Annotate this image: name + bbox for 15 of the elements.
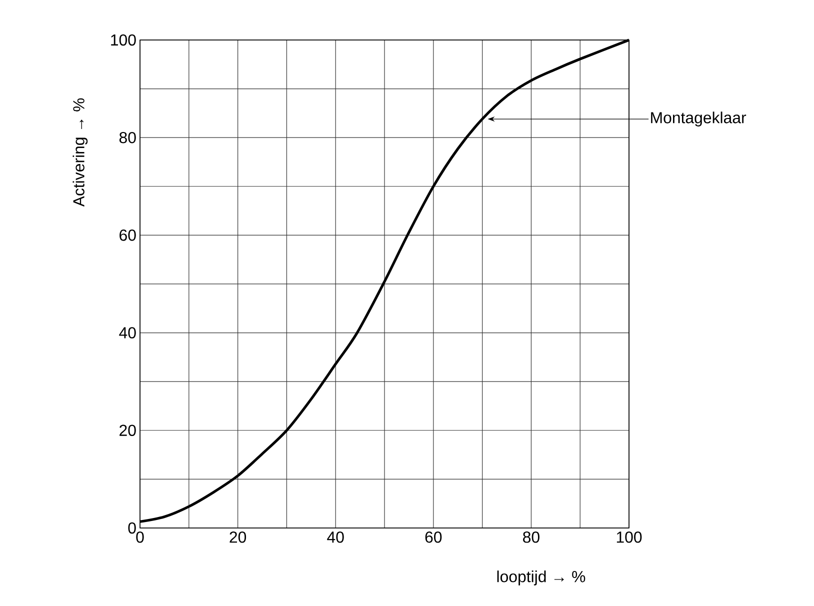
- x-tick-label: 0: [136, 532, 144, 543]
- x-tick-label: 100: [616, 532, 642, 543]
- x-tick-label: 80: [523, 532, 540, 543]
- x-tick-label: 60: [425, 532, 442, 543]
- x-tick-label: 20: [230, 532, 246, 543]
- y-axis-title: Activering → %: [72, 98, 88, 207]
- x-axis-title: looptijd → %: [497, 570, 586, 586]
- y-tick-label: 40: [119, 327, 136, 338]
- x-tick-label: 40: [327, 532, 344, 543]
- y-tick-label: 60: [120, 230, 136, 241]
- y-tick-label: 20: [120, 424, 136, 436]
- y-tick-label: 0: [128, 522, 136, 534]
- y-tick-label: 100: [111, 34, 136, 46]
- y-tick-label: 80: [119, 132, 136, 144]
- annotation: Montageklaar: [651, 112, 746, 126]
